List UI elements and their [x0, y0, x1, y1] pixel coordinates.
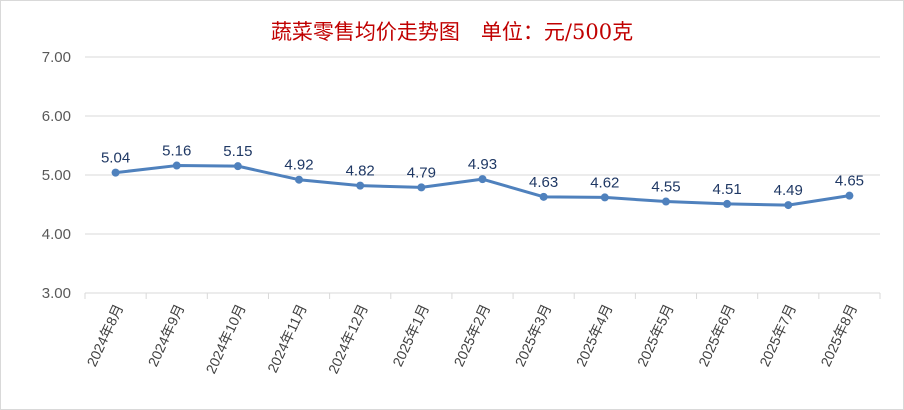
- data-point: [356, 181, 365, 190]
- data-label: 5.16: [162, 143, 191, 160]
- data-label: 4.93: [468, 156, 497, 173]
- x-tick-label: 2025年8月: [817, 302, 860, 369]
- x-tick-label: 2025年3月: [512, 302, 555, 369]
- data-label: 4.82: [346, 163, 375, 180]
- x-tick-label: 2025年7月: [756, 302, 799, 369]
- data-label: 4.51: [713, 181, 742, 198]
- x-tick-label: 2024年10月: [203, 302, 249, 376]
- data-point: [784, 201, 793, 210]
- data-label: 4.62: [590, 174, 619, 191]
- data-point: [233, 162, 242, 171]
- data-point: [845, 191, 854, 200]
- data-point: [172, 161, 181, 170]
- x-tick-label: 2025年1月: [389, 302, 432, 369]
- x-tick-label: 2024年8月: [84, 302, 127, 369]
- data-point: [723, 199, 732, 208]
- y-tick-label: 7.00: [42, 49, 71, 66]
- data-point: [661, 197, 670, 206]
- x-tick-label: 2025年5月: [634, 302, 677, 369]
- y-tick-label: 6.00: [42, 108, 71, 125]
- data-label: 5.04: [101, 150, 130, 167]
- x-tick-label: 2024年12月: [325, 302, 371, 376]
- data-label: 4.63: [529, 174, 558, 191]
- chart-title: 蔬菜零售均价走势图 单位：元/500克: [270, 20, 634, 44]
- data-point: [295, 175, 304, 184]
- data-label: 4.92: [284, 157, 313, 174]
- data-label: 4.65: [835, 173, 864, 190]
- data-label: 4.49: [774, 182, 803, 199]
- data-point: [111, 168, 120, 177]
- y-tick-label: 4.00: [42, 226, 71, 243]
- data-point: [417, 183, 426, 192]
- x-tick-label: 2024年11月: [264, 302, 310, 376]
- x-tick-label: 2024年9月: [145, 302, 188, 369]
- x-tick-label: 2025年2月: [450, 302, 493, 369]
- data-point: [600, 193, 609, 202]
- data-label: 5.15: [223, 143, 252, 160]
- y-tick-label: 5.00: [42, 167, 71, 184]
- y-tick-label: 3.00: [42, 285, 71, 302]
- x-tick-label: 2025年6月: [695, 302, 738, 369]
- data-label: 4.55: [651, 179, 680, 196]
- data-point: [539, 192, 548, 201]
- data-label: 4.79: [407, 164, 436, 181]
- x-tick-label: 2025年4月: [573, 302, 616, 369]
- data-point: [478, 175, 487, 184]
